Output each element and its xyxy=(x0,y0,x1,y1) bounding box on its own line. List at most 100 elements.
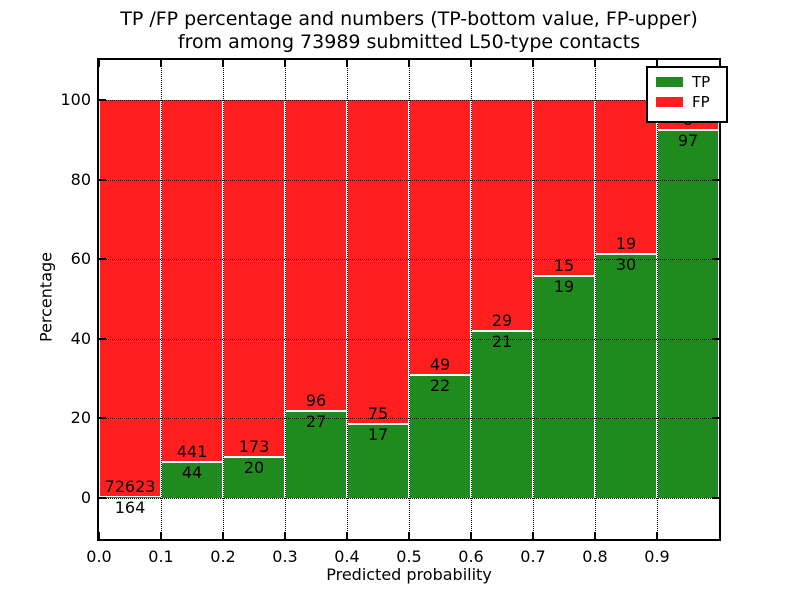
tp-count-label: 164 xyxy=(114,498,146,518)
fp-count-label: 96 xyxy=(305,390,327,410)
bar-segment-tp xyxy=(595,254,657,498)
x-tick-mark-top xyxy=(470,60,472,67)
x-tick-mark xyxy=(284,532,286,539)
gridline-vertical xyxy=(657,60,658,539)
x-axis-label: Predicted probability xyxy=(326,565,492,584)
x-tick-mark xyxy=(470,532,472,539)
y-tick-label: 100 xyxy=(60,90,91,109)
x-tick-label: 0.3 xyxy=(272,547,298,566)
x-tick-mark-top xyxy=(160,60,162,67)
legend-entry: TP xyxy=(656,73,726,91)
y-tick-mark xyxy=(99,99,106,101)
tp-count-label: 22 xyxy=(429,375,451,395)
bar-segment-tp xyxy=(99,497,161,498)
x-tick-label: 0.2 xyxy=(210,547,236,566)
tp-count-label: 17 xyxy=(367,425,389,445)
legend-swatch-tp xyxy=(656,77,683,87)
fp-count-label: 49 xyxy=(429,354,451,374)
bar-segment-fp xyxy=(471,100,533,331)
legend-label: FP xyxy=(692,92,710,111)
x-tick-label: 0.0 xyxy=(86,547,112,566)
fp-count-label: 173 xyxy=(238,436,270,456)
bar-segment-fp xyxy=(99,100,161,498)
x-tick-mark xyxy=(594,532,596,539)
y-tick-mark-right xyxy=(712,178,719,181)
x-tick-mark xyxy=(656,532,658,539)
bar-segment-tp xyxy=(471,330,533,498)
bar-segment-tp xyxy=(533,275,595,498)
legend-swatch-fp xyxy=(656,97,683,107)
bar-segment-tp xyxy=(347,424,409,498)
fp-count-label: 19 xyxy=(615,234,637,254)
fp-count-label: 441 xyxy=(176,441,208,461)
gridline-vertical xyxy=(347,60,348,539)
y-tick-label: 40 xyxy=(70,328,91,348)
x-tick-label: 0.6 xyxy=(458,547,484,566)
x-tick-mark-top xyxy=(222,60,224,67)
fp-count-label: 29 xyxy=(491,310,513,330)
x-tick-label: 0.1 xyxy=(148,547,174,566)
chart-title: TP /FP percentage and numbers (TP-bottom… xyxy=(120,8,698,54)
fp-count-label: 15 xyxy=(553,255,575,275)
tp-count-label: 21 xyxy=(491,331,513,351)
x-tick-mark-top xyxy=(408,60,410,67)
gridline-vertical xyxy=(161,60,162,539)
x-tick-mark xyxy=(346,532,348,539)
tp-count-label: 30 xyxy=(615,255,637,275)
y-tick-mark xyxy=(99,258,106,261)
tp-count-label: 27 xyxy=(305,411,327,431)
legend-entry: FP xyxy=(656,93,726,111)
gridline-vertical xyxy=(223,60,224,539)
bar-segment-fp xyxy=(347,100,409,425)
legend-label: TP xyxy=(692,72,711,91)
x-tick-mark xyxy=(532,532,534,539)
x-tick-label: 0.7 xyxy=(520,547,546,566)
x-tick-label: 0.9 xyxy=(644,547,670,566)
x-tick-mark xyxy=(98,532,100,539)
bar-segment-fp xyxy=(409,100,471,375)
fp-count-label: 72623 xyxy=(104,477,156,497)
tp-count-label: 97 xyxy=(677,131,699,151)
x-tick-mark-top xyxy=(656,60,658,67)
x-tick-mark-top xyxy=(284,60,286,67)
legend: TP FP xyxy=(646,66,728,123)
gridline-vertical xyxy=(533,60,534,539)
x-tick-label: 0.4 xyxy=(334,547,360,566)
chart-title-line2: from among 73989 submitted L50-type cont… xyxy=(177,31,641,53)
tp-count-label: 19 xyxy=(553,276,575,296)
x-tick-label: 0.5 xyxy=(396,547,422,566)
bar-segment-fp xyxy=(223,100,285,457)
y-tick-label: 20 xyxy=(70,408,91,428)
bar-segment-fp xyxy=(533,100,595,276)
x-tick-mark xyxy=(222,532,224,539)
bar-segment-tp xyxy=(657,130,719,498)
y-tick-label: 60 xyxy=(70,249,91,269)
y-tick-mark-right xyxy=(712,337,719,340)
bar-segment-fp xyxy=(285,100,347,411)
plot-area: 0.0 0.1 0.2 0.3 0.4 0.5 0.6 0.7 0.8 0.9 0 20 40 60 80 1… xyxy=(60,58,721,566)
chart-title-line1: TP /FP percentage and numbers (TP-bottom… xyxy=(120,8,698,30)
fp-count-label: 75 xyxy=(367,404,389,424)
bar-segment-tp xyxy=(285,410,347,498)
tp-count-label: 44 xyxy=(181,462,203,482)
y-tick-mark xyxy=(99,337,106,340)
y-tick-mark xyxy=(99,497,106,499)
y-tick-mark-right xyxy=(712,497,719,499)
y-tick-mark xyxy=(99,417,106,420)
x-tick-mark-top xyxy=(98,60,100,67)
x-tick-mark xyxy=(408,532,410,539)
bar-segment-fp xyxy=(595,100,657,255)
x-tick-mark-top xyxy=(594,60,596,67)
y-tick-mark xyxy=(99,178,106,181)
x-tick-mark xyxy=(160,532,162,539)
y-tick-mark-right xyxy=(712,258,719,261)
gridline-vertical xyxy=(409,60,410,539)
y-tick-label: 0 xyxy=(80,488,91,507)
gridline-vertical xyxy=(595,60,596,539)
bar-segment-tp xyxy=(223,456,285,498)
tp-count-label: 20 xyxy=(243,457,265,477)
gridline-vertical xyxy=(285,60,286,539)
bar-segment-fp xyxy=(161,100,223,462)
x-tick-mark-top xyxy=(346,60,348,67)
